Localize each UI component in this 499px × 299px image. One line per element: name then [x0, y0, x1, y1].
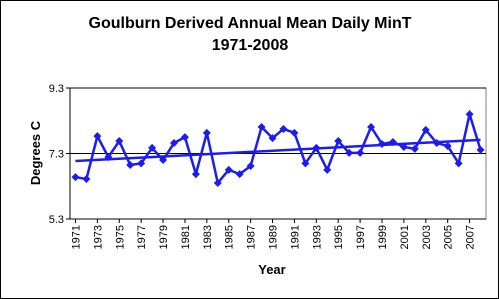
marker [345, 148, 354, 157]
marker [388, 138, 397, 147]
marker [290, 128, 299, 137]
x-tick-label: 1971 [70, 225, 82, 249]
marker [334, 137, 343, 146]
marker [71, 173, 80, 182]
marker [268, 134, 277, 143]
marker [191, 170, 200, 179]
marker [443, 141, 452, 150]
marker [170, 139, 178, 148]
marker [279, 124, 288, 133]
marker [159, 156, 168, 165]
marker [104, 153, 113, 162]
marker [213, 178, 222, 187]
marker [126, 160, 135, 169]
marker [323, 165, 332, 174]
x-tick-label: 1985 [224, 225, 236, 249]
x-tick-label: 2007 [465, 225, 477, 249]
marker [257, 122, 266, 131]
marker [235, 170, 244, 179]
marker [356, 148, 365, 157]
x-tick-label: 1983 [202, 225, 214, 249]
marker [421, 125, 430, 134]
x-tick-label: 1973 [92, 225, 104, 249]
marker [180, 133, 189, 142]
x-tick-label: 2003 [421, 225, 433, 249]
y-axis-title: Degrees C [28, 120, 43, 185]
marker [378, 140, 386, 149]
marker [137, 159, 146, 168]
marker [367, 122, 376, 131]
marker [454, 159, 463, 168]
x-tick-label: 2001 [399, 225, 411, 249]
x-tick-label: 1995 [333, 225, 345, 249]
marker [224, 165, 233, 174]
y-tick-label: 7.3 [49, 149, 64, 161]
x-tick-label: 1987 [246, 225, 258, 249]
x-tick-label: 1977 [136, 225, 148, 249]
marker [432, 139, 441, 148]
x-tick-label: 1975 [114, 225, 126, 249]
marker [301, 159, 310, 168]
y-tick-label: 5.3 [49, 214, 64, 226]
y-tick-label: 9.3 [49, 83, 64, 95]
x-tick-label: 1991 [289, 225, 301, 249]
marker [246, 161, 255, 170]
x-axis-title: Year [258, 262, 285, 277]
marker [148, 143, 157, 152]
trend-line [75, 138, 481, 163]
marker [202, 128, 211, 137]
x-tick-label: 1997 [355, 225, 367, 249]
x-tick-label: 2005 [443, 225, 455, 249]
marker [465, 110, 474, 119]
chart-subtitle: 1971-2008 [212, 37, 289, 54]
marker [410, 144, 419, 153]
marker [476, 145, 485, 154]
chart-title: Goulburn Derived Annual Mean Daily MinT [89, 15, 412, 32]
marker [312, 143, 321, 152]
x-tick-label: 1989 [268, 225, 280, 249]
x-tick-label: 1993 [311, 225, 323, 249]
x-tick-label: 1979 [158, 225, 170, 249]
marker [399, 142, 408, 151]
marker [115, 137, 124, 146]
x-tick-label: 1981 [180, 225, 192, 249]
x-tick-label: 1999 [377, 225, 389, 249]
marker [93, 132, 102, 141]
marker [82, 175, 91, 184]
